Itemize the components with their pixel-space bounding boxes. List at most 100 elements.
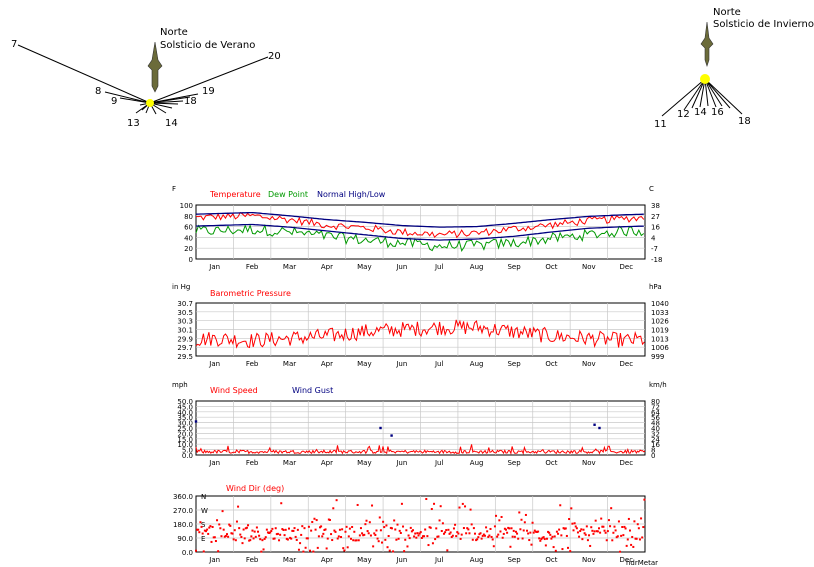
y-tick-label: 10.0 xyxy=(177,441,193,449)
wind-dir-point xyxy=(465,532,468,535)
wind-dir-point xyxy=(318,526,321,529)
x-tick-label: May xyxy=(357,360,371,368)
wind-dir-point xyxy=(522,529,525,532)
wind-dir-point xyxy=(264,536,267,539)
wind-dir-point xyxy=(208,526,211,529)
wind-dir-point xyxy=(610,507,613,510)
wind-dir-point xyxy=(201,532,204,535)
x-tick-label: Nov xyxy=(582,360,596,368)
wind-dir-point xyxy=(299,542,302,545)
wind-dir-point xyxy=(471,538,474,541)
x-tick-label: Jan xyxy=(208,360,220,368)
wind-dir-point xyxy=(532,531,535,534)
wind-dir-point xyxy=(602,525,605,528)
wind-dir-point xyxy=(239,533,242,536)
wind-dir-point xyxy=(301,525,304,528)
y-right-tick-label: 8 xyxy=(651,447,655,455)
x-tick-label: Nov xyxy=(582,459,596,467)
wind-dir-point xyxy=(316,546,319,549)
right-unit-label: C xyxy=(649,185,654,193)
wind-dir-point xyxy=(399,532,402,535)
wind-dir-point xyxy=(446,549,449,552)
wind-dir-point xyxy=(387,535,390,538)
hour-label: 16 xyxy=(711,107,724,118)
wind-dir-point xyxy=(338,528,341,531)
wind-dir-point xyxy=(447,528,450,531)
hour-label: 14 xyxy=(165,118,178,129)
wind-dir-point xyxy=(324,528,327,531)
wind-dir-point xyxy=(352,539,355,542)
x-tick-label: Sep xyxy=(507,556,521,564)
wind-dir-point xyxy=(222,528,225,531)
wind-dir-point xyxy=(197,528,200,531)
wind-dir-point xyxy=(254,535,257,538)
wind-dir-point xyxy=(221,510,224,513)
wind-dir-point xyxy=(353,530,356,533)
wind-dir-point xyxy=(421,535,424,538)
hour-label: 20 xyxy=(268,51,281,62)
wind-dir-point xyxy=(223,535,226,538)
wind-dir-point xyxy=(240,535,243,538)
wind-dir-point xyxy=(561,548,564,551)
wind-dir-point xyxy=(595,530,598,533)
wind-dir-point xyxy=(383,526,386,529)
x-tick-label: Jan xyxy=(208,263,220,271)
wind-dir-point xyxy=(342,547,345,550)
wind-dir-point xyxy=(405,529,408,532)
wind-dir-point xyxy=(325,547,328,550)
wind-dir-point xyxy=(503,527,506,530)
wind-dir-point xyxy=(260,550,263,553)
wind-dir-point xyxy=(612,531,615,534)
wind-dir-point xyxy=(232,538,235,541)
wind-dir-point xyxy=(609,525,612,528)
wind-dir-point xyxy=(199,521,202,524)
left-unit-label: in Hg xyxy=(172,283,190,291)
wind-dir-point xyxy=(472,527,475,530)
wind-dir-point xyxy=(335,499,338,502)
wind-dir-point xyxy=(607,519,610,522)
wind-dir-point xyxy=(531,521,534,524)
wind-dir-point xyxy=(414,532,417,535)
wind-dir-point xyxy=(476,538,479,541)
wind-dir-point xyxy=(323,528,326,531)
compass-needle-icon xyxy=(700,21,714,67)
wind-dir-point xyxy=(585,525,588,528)
wind-dir-point xyxy=(553,535,556,538)
wind-dir-point xyxy=(426,535,429,538)
x-tick-label: Dec xyxy=(620,263,634,271)
y-right-tick-label: 1006 xyxy=(651,344,669,352)
wind-dir-point xyxy=(640,517,643,520)
x-tick-label: Jun xyxy=(395,360,407,368)
wind-dir-point xyxy=(489,527,492,530)
wind-dir-point xyxy=(315,519,318,522)
legend-entry: Wind Dir (deg) xyxy=(226,484,284,493)
wind-dir-point xyxy=(395,538,398,541)
wind-dir-point xyxy=(291,529,294,532)
wind-dir-point xyxy=(616,535,619,538)
wind-dir-point xyxy=(543,538,546,541)
wind-dir-point xyxy=(512,529,515,532)
left-unit-label: F xyxy=(172,185,176,193)
wind-dir-point xyxy=(330,533,333,536)
wind-dir-point xyxy=(375,529,378,532)
y-tick-label: 180.0 xyxy=(173,521,193,529)
wind-dir-point xyxy=(373,532,376,535)
wind-dir-point xyxy=(641,536,644,539)
wind-dir-point xyxy=(417,534,420,537)
wind-dir-point xyxy=(558,528,561,531)
summer-sun-rays xyxy=(17,44,269,115)
y-right-tick-label: 999 xyxy=(651,353,664,361)
wind-dir-point xyxy=(514,530,517,533)
wind-dir-point xyxy=(206,528,209,531)
wind-dir-point xyxy=(341,528,344,531)
wind-dir-point xyxy=(295,538,298,541)
y-right-tick-label: 16 xyxy=(651,224,660,232)
wind-dir-point xyxy=(460,533,463,536)
wind-dir-point xyxy=(479,532,482,535)
dew-point-line xyxy=(195,223,645,253)
y-tick-label: 20.0 xyxy=(177,430,193,438)
wind-dir-point xyxy=(528,539,531,542)
wind-dir-point xyxy=(218,523,221,526)
wind-dir-point xyxy=(415,536,418,539)
wind-dir-point xyxy=(371,504,374,507)
